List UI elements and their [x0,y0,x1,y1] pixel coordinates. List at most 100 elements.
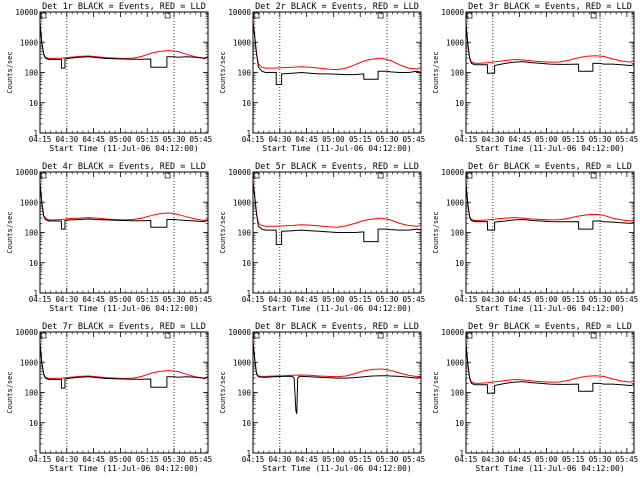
corner-marker [466,12,473,19]
plot-frame [252,331,422,454]
series-line-events [39,342,209,389]
x-tick-label: 05:45 [616,455,639,464]
x-tick-label: 04:30 [482,135,505,144]
x-tick-label: 05:45 [616,295,639,304]
y-tick-label: 100 [450,229,464,238]
series-line-lld [252,181,422,228]
y-tick-label: 10000 [441,8,464,17]
x-tick-label: 04:45 [295,295,318,304]
y-tick-label: 10 [455,99,465,108]
x-tick-label: 04:30 [56,295,79,304]
y-tick-label: 1000 [233,198,252,207]
x-tick-label: 04:30 [269,135,292,144]
x-tick-label: 04:30 [269,455,292,464]
corner-marker [253,12,260,19]
y-tick-label: 1 [33,129,38,138]
x-axis-label: Start Time (11-Jul-06 04:12:00) [49,144,198,153]
series-line-events [252,21,422,85]
y-tick-label: 10000 [15,8,38,17]
plot-frame [465,11,635,134]
y-tick-label: 10000 [228,328,251,337]
x-tick-label: 04:15 [242,455,265,464]
y-tick-label: 10 [242,99,252,108]
series-line-events [465,183,635,231]
panel-title: Det 1r BLACK = Events, RED = LLD [42,2,206,12]
x-tick-label: 05:30 [376,295,399,304]
x-tick-label: 05:45 [403,135,426,144]
panel-title: Det 6r BLACK = Events, RED = LLD [468,162,632,172]
panel-title: Det 4r BLACK = Events, RED = LLD [42,162,206,172]
x-tick-label: 04:45 [508,135,531,144]
plot-frame [39,331,209,454]
chart-panel-3: Det 3r BLACK = Events, RED = LLD 1 10 100 10… [432,2,638,153]
x-tick-label: 05:00 [535,295,558,304]
series-line-events [39,182,209,230]
series-line-events [252,181,422,245]
y-axis-label: Counts/sec [432,51,440,93]
y-tick-label: 10000 [15,328,38,337]
corner-marker [164,332,171,339]
y-tick-label: 10 [455,419,465,428]
y-tick-label: 1000 [20,198,39,207]
x-axis-label: Start Time (11-Jul-06 04:12:00) [475,304,624,313]
y-axis-label: Counts/sec [219,51,227,93]
corner-marker [590,172,597,179]
y-axis-label: Counts/sec [219,371,227,413]
y-tick-label: 1 [459,449,464,458]
x-tick-label: 04:30 [269,295,292,304]
y-axis-label: Counts/sec [6,51,14,93]
y-tick-label: 1000 [446,198,465,207]
x-tick-label: 05:00 [535,135,558,144]
y-tick-label: 100 [24,69,38,78]
y-tick-label: 10 [29,259,39,268]
chart-panel-1: Det 1r BLACK = Events, RED = LLD 1 10 100 10… [6,2,212,153]
panel-title: Det 8r BLACK = Events, RED = LLD [255,322,419,332]
x-axis-label: Start Time (11-Jul-06 04:12:00) [475,144,624,153]
plot-frame [39,11,209,134]
y-tick-label: 100 [450,389,464,398]
corner-marker [164,172,171,179]
y-tick-label: 1 [459,129,464,138]
x-tick-label: 04:15 [455,135,478,144]
x-axis-label: Start Time (11-Jul-06 04:12:00) [262,144,411,153]
x-tick-label: 05:15 [562,295,585,304]
y-tick-label: 100 [237,389,251,398]
chart-panel-6: Det 6r BLACK = Events, RED = LLD 1 10 100 10… [432,162,638,313]
x-tick-label: 05:00 [322,295,345,304]
x-tick-label: 04:45 [82,295,105,304]
x-tick-label: 04:45 [82,135,105,144]
y-tick-label: 10000 [228,8,251,17]
plot-frame [465,331,635,454]
y-tick-label: 10 [242,419,252,428]
corner-marker [40,172,47,179]
x-tick-label: 04:45 [82,455,105,464]
corner-marker [164,12,171,19]
x-tick-label: 04:45 [295,455,318,464]
x-tick-label: 05:15 [562,455,585,464]
series-line-events [39,22,209,69]
y-axis-label: Counts/sec [6,371,14,413]
panel-title: Det 5r BLACK = Events, RED = LLD [255,162,419,172]
y-axis-label: Counts/sec [432,211,440,253]
x-tick-label: 05:30 [163,135,186,144]
y-tick-label: 100 [24,229,38,238]
y-tick-label: 10 [29,99,39,108]
panel-title: Det 9r BLACK = Events, RED = LLD [468,322,632,332]
y-tick-label: 100 [237,229,251,238]
x-tick-label: 05:30 [163,455,186,464]
x-tick-label: 05:45 [616,135,639,144]
series-line-lld [465,343,635,384]
x-tick-label: 04:30 [482,295,505,304]
chart-panel-2: Det 2r BLACK = Events, RED = LLD 1 10 100 10… [219,2,425,153]
series-line-lld [465,23,635,64]
x-axis-label: Start Time (11-Jul-06 04:12:00) [49,464,198,473]
x-tick-label: 05:30 [589,455,612,464]
x-tick-label: 05:45 [190,135,213,144]
x-tick-label: 05:15 [349,455,372,464]
series-line-lld [465,183,635,222]
panel-title: Det 3r BLACK = Events, RED = LLD [468,2,632,12]
x-tick-label: 05:00 [322,135,345,144]
chart-panel-9: Det 9r BLACK = Events, RED = LLD 1 10 100 10… [432,322,638,473]
series-line-lld [39,342,209,379]
y-tick-label: 100 [237,69,251,78]
